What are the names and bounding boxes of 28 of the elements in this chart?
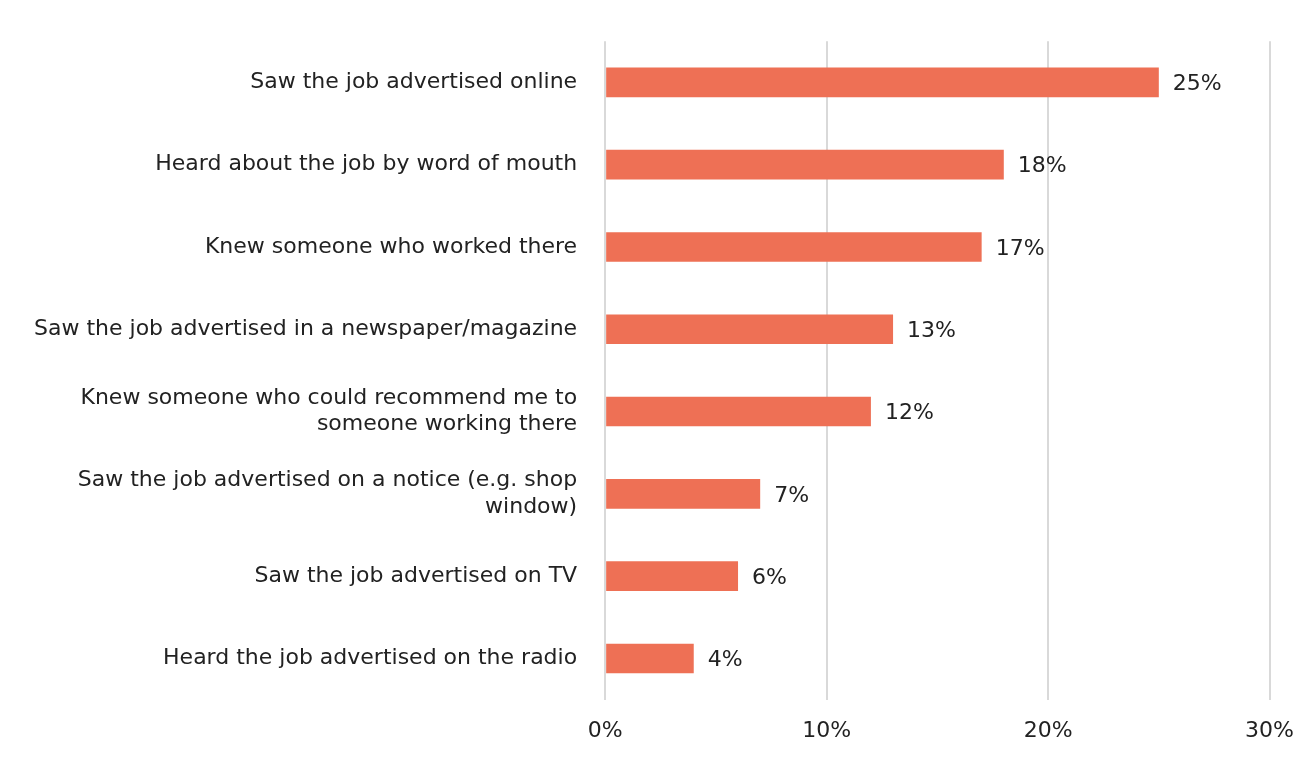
bar	[606, 67, 1159, 98]
data-label: 6%	[752, 563, 787, 589]
data-label: 18%	[1017, 152, 1067, 178]
y-tick-label: Heard about the job by word of mouth	[155, 150, 578, 176]
y-tick-label: Heard the job advertised on the radio	[163, 644, 578, 670]
y-tick-label: Saw the job advertised in a newspaper/magazine	[33, 314, 578, 340]
y-tick-label: Knew someone who could recommend me to someone working there	[80, 384, 578, 436]
y-tick-label: Knew someone who worked there	[204, 232, 578, 258]
bar	[606, 314, 894, 345]
bar	[606, 232, 982, 262]
bar	[606, 479, 761, 509]
bar	[606, 643, 694, 674]
data-label: 25%	[1172, 70, 1222, 96]
data-label: 17%	[995, 234, 1045, 260]
y-tick-label: Saw the job advertised online	[250, 68, 578, 94]
data-label: 12%	[884, 399, 934, 425]
y-tick-label: Saw the job advertised on a notice (e.g. shop window)	[77, 466, 578, 518]
x-tick-label: 30%	[1245, 716, 1294, 742]
y-tick-label: Saw the job advertised on TV	[254, 561, 578, 587]
data-label: 13%	[907, 316, 956, 342]
x-tick-label: 20%	[1023, 716, 1073, 742]
data-label: 7%	[774, 481, 810, 507]
x-tick-label: 0%	[587, 716, 623, 742]
x-tick-label: 10%	[802, 716, 852, 742]
data-label: 4%	[707, 646, 743, 672]
bar	[606, 149, 1004, 180]
bar	[606, 561, 739, 591]
bar	[606, 396, 871, 427]
